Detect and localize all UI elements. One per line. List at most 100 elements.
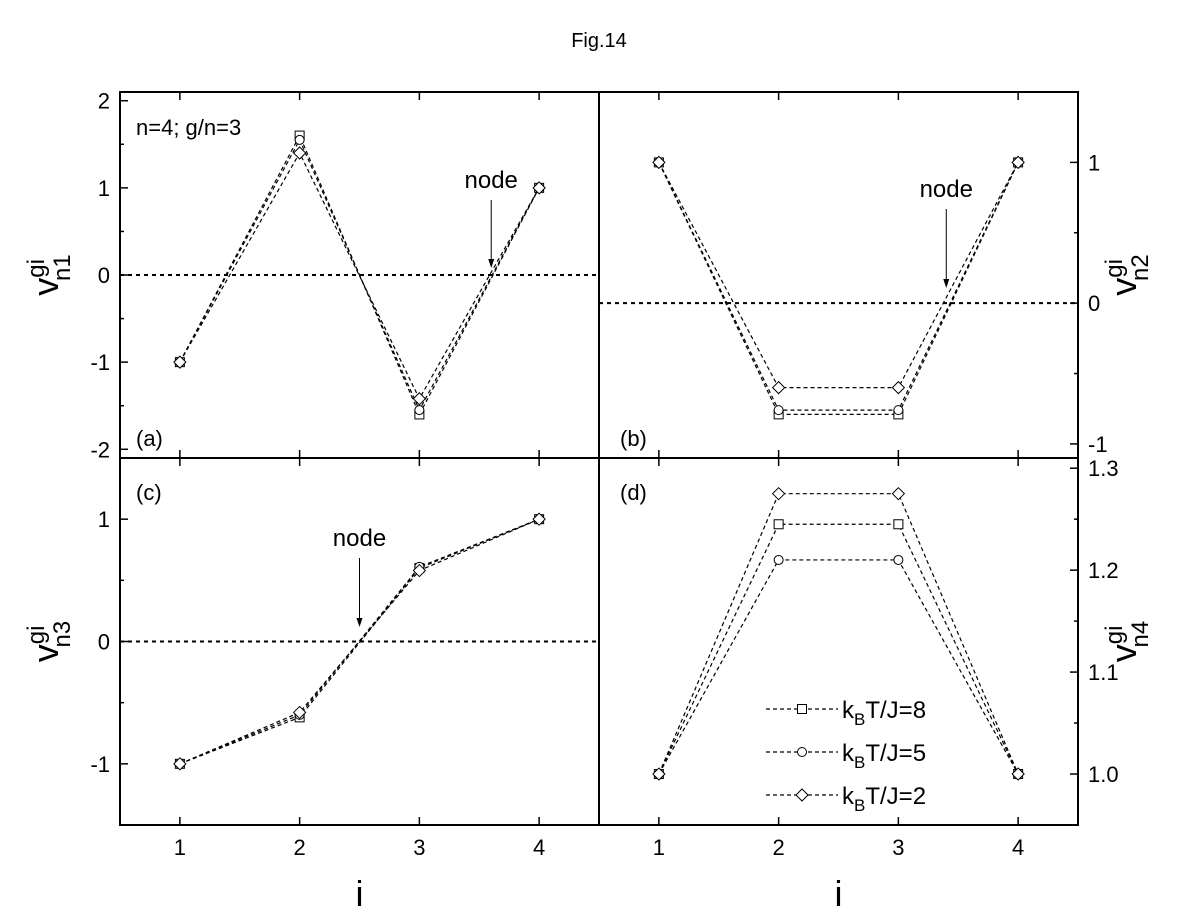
series-square xyxy=(653,519,1024,780)
x-tick-label: 4 xyxy=(533,835,545,860)
plot-frame xyxy=(598,457,1079,826)
legend: kBT/J=8 kBT/J=5 kBT/J=2 xyxy=(766,697,926,815)
data-point xyxy=(173,355,187,369)
data-point xyxy=(891,380,906,395)
data-point xyxy=(412,392,427,406)
x-axis-label: i xyxy=(835,873,843,914)
series-line xyxy=(658,162,1019,411)
x-tick-label: 1 xyxy=(653,835,665,860)
y-tick-label: 2 xyxy=(98,89,110,114)
series-line xyxy=(658,493,1019,775)
series-line xyxy=(179,518,540,765)
y-tick-label: -2 xyxy=(90,437,110,462)
x-axis-label: i xyxy=(356,873,364,914)
y-tick-label: 1.1 xyxy=(1088,660,1119,685)
data-point xyxy=(771,380,786,395)
data-point xyxy=(1011,155,1025,170)
data-point xyxy=(294,134,305,145)
node-annotation: node xyxy=(333,525,386,552)
data-point xyxy=(652,767,666,781)
data-point xyxy=(773,554,784,565)
data-point xyxy=(532,181,546,195)
data-point xyxy=(292,705,307,720)
panel-c: -1 0 1 vgin3 node (c) xyxy=(23,457,600,826)
data-point xyxy=(893,519,904,530)
panel-tag: (a) xyxy=(136,426,163,451)
figure-title: Fig.14 xyxy=(571,30,627,52)
data-point xyxy=(771,486,786,501)
y-tick-label: 1.3 xyxy=(1088,456,1119,481)
legend-item: kBT/J=2 xyxy=(766,783,926,815)
panel-tag: (b) xyxy=(620,426,647,451)
series-line xyxy=(179,138,540,412)
y-axis-label: vgin4 xyxy=(1101,621,1154,662)
y-axis-label: vgin1 xyxy=(23,254,76,295)
data-point xyxy=(891,486,906,501)
data-point xyxy=(412,563,427,578)
series-line xyxy=(658,559,1019,775)
series-line xyxy=(658,523,1019,775)
x-tick-label: 2 xyxy=(773,835,785,860)
y-axis-label: vgin3 xyxy=(23,621,76,662)
y-tick-label: 1 xyxy=(1088,150,1100,175)
legend-label: kBT/J=8 xyxy=(842,697,926,729)
series-line xyxy=(658,162,1019,415)
y-tick-label: 0 xyxy=(98,630,110,655)
series-diamond xyxy=(173,512,546,771)
panel-b: -1 0 1 vgin2 node (b) xyxy=(598,91,1154,459)
node-arrow-head xyxy=(356,618,363,627)
x-axis-labels: 1 2 3 4 i 1 2 3 4 i xyxy=(174,835,1025,914)
series-line xyxy=(179,151,540,401)
node-annotation: node xyxy=(920,176,973,203)
legend-item: kBT/J=5 xyxy=(766,740,926,772)
legend-label: kBT/J=5 xyxy=(842,740,926,772)
node-annotation: node xyxy=(465,167,518,194)
y-tick-label: 1.0 xyxy=(1088,762,1119,787)
y-tick-label: 1 xyxy=(98,507,110,532)
node-arrow-head xyxy=(943,279,950,288)
x-tick-label: 2 xyxy=(294,835,306,860)
y-tick-label: 0 xyxy=(98,263,110,288)
legend-label: kBT/J=2 xyxy=(842,783,926,815)
panels: -2 -1 0 1 2 vgin1 node (a) n=4; g/n=3 -1 0 1 vgin2 no… xyxy=(23,89,1154,826)
series-line xyxy=(179,518,540,765)
y-tick-label: -1 xyxy=(90,350,110,375)
data-point xyxy=(893,554,904,565)
series-line xyxy=(179,518,540,765)
x-tick-label: 1 xyxy=(174,835,186,860)
data-point xyxy=(893,405,904,416)
y-tick-label: 1 xyxy=(98,176,110,201)
y-tick-label: 1.2 xyxy=(1088,558,1119,583)
series-diamond xyxy=(652,155,1025,395)
panel-tag: (c) xyxy=(136,480,162,505)
legend-item: kBT/J=8 xyxy=(766,697,926,729)
series-diamond xyxy=(652,486,1025,781)
series-diamond xyxy=(173,146,546,406)
data-point xyxy=(532,512,546,526)
node-arrow-head xyxy=(488,259,495,268)
data-point xyxy=(414,405,425,416)
data-point xyxy=(173,757,187,771)
x-tick-label: 3 xyxy=(892,835,904,860)
x-tick-label: 4 xyxy=(1012,835,1024,860)
data-point xyxy=(292,146,307,160)
plot-frame xyxy=(598,91,1079,459)
panel-tag: (d) xyxy=(620,480,647,505)
legend-marker xyxy=(797,704,807,714)
parameter-annotation: n=4; g/n=3 xyxy=(136,115,241,140)
data-point xyxy=(1011,767,1025,781)
data-point xyxy=(652,155,666,170)
y-tick-label: -1 xyxy=(1088,432,1108,457)
y-axis-label: vgin2 xyxy=(1101,254,1154,295)
series-line xyxy=(658,162,1019,389)
legend-marker xyxy=(795,788,809,802)
data-point xyxy=(773,519,784,530)
data-point xyxy=(773,405,784,416)
panel-a: -2 -1 0 1 2 vgin1 node (a) n=4; g/n=3 xyxy=(23,89,600,462)
y-tick-label: 0 xyxy=(1088,291,1100,316)
x-tick-label: 3 xyxy=(413,835,425,860)
legend-marker xyxy=(797,747,807,757)
panel-d: 1.0 1.1 1.2 1.3 vgin4 (d) xyxy=(598,456,1154,826)
y-tick-label: -1 xyxy=(90,752,110,777)
